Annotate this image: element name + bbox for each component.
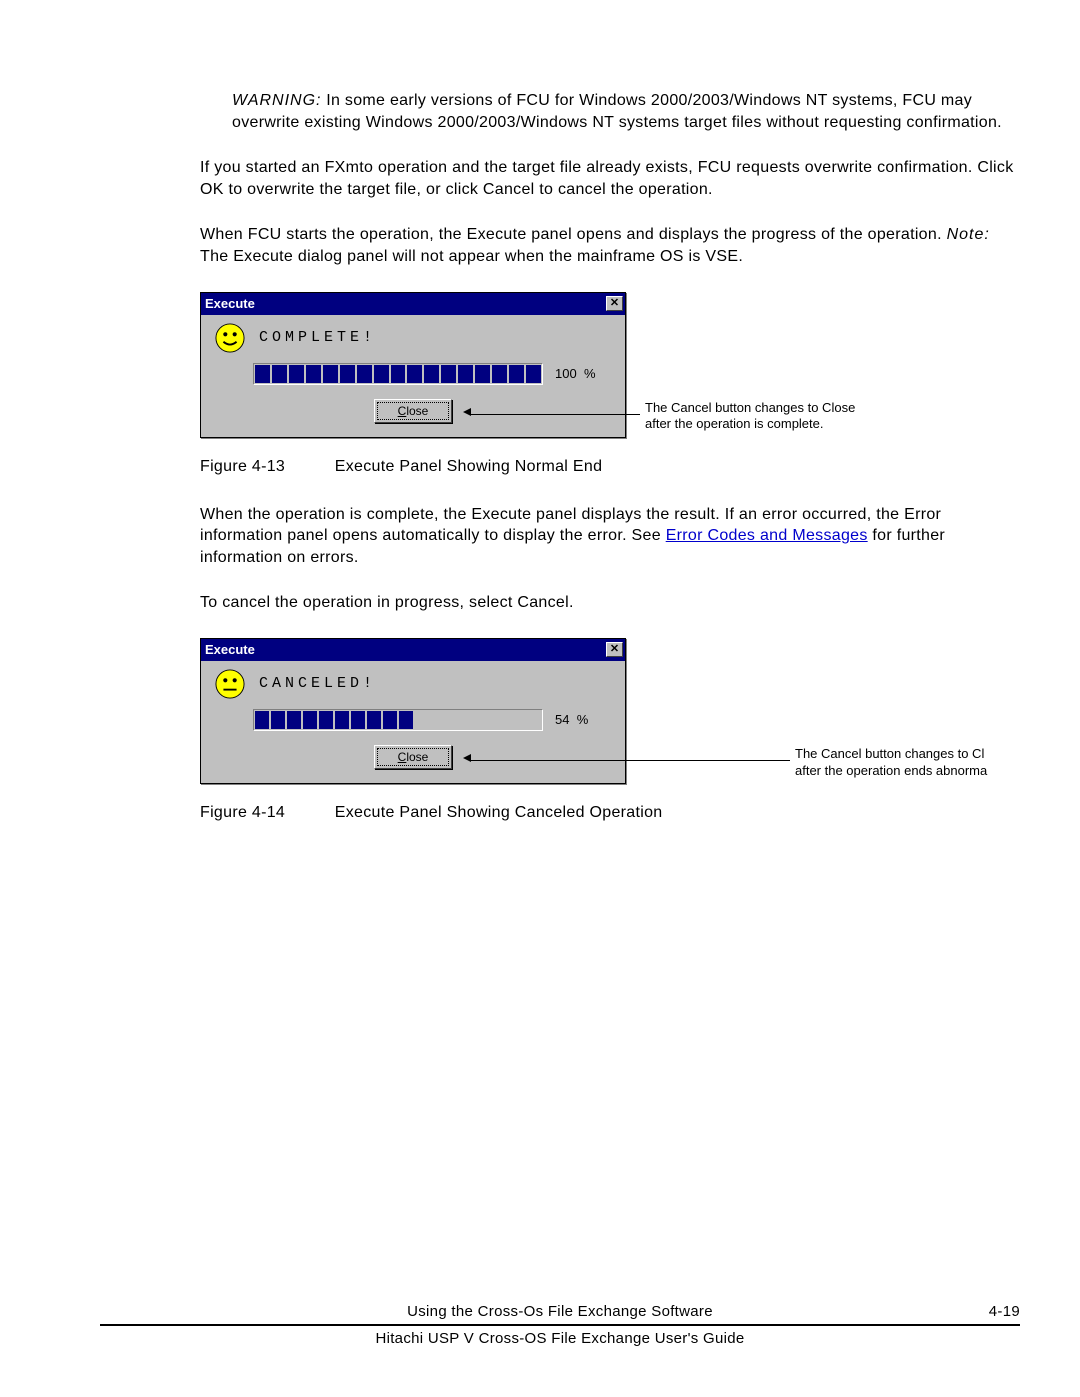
warning-paragraph: WARNING: In some early versions of FCU f… xyxy=(232,90,1020,133)
figure-2-caption: Figure 4-14 Execute Panel Showing Cancel… xyxy=(200,804,1020,822)
warning-text: In some early versions of FCU for Window… xyxy=(232,92,1002,131)
execute-panel-canceled: Execute ✕ CANCELED! 54 % xyxy=(200,638,626,784)
paragraph-4: To cancel the operation in progress, sel… xyxy=(200,592,1020,614)
paragraph-2b: The Execute dialog panel will not appear… xyxy=(200,248,743,265)
callout-line xyxy=(470,414,640,415)
callout-text: The Cancel button changes to Close after… xyxy=(645,400,855,434)
status-text: COMPLETE! xyxy=(259,329,376,346)
close-button[interactable]: Close xyxy=(374,399,452,423)
figure-2-wrap: Execute ✕ CANCELED! 54 % xyxy=(200,638,1020,784)
progress-bar xyxy=(253,709,543,731)
figure-2-number: Figure 4-14 xyxy=(200,804,330,822)
close-button-label: Close xyxy=(398,404,429,418)
footer-section-title: Using the Cross-Os File Exchange Softwar… xyxy=(180,1303,940,1320)
progress-percent: 100 % xyxy=(555,366,596,381)
error-codes-link[interactable]: Error Codes and Messages xyxy=(666,527,868,544)
figure-2-title: Execute Panel Showing Canceled Operation xyxy=(335,804,663,821)
smiley-icon xyxy=(215,323,245,353)
close-button-label: Close xyxy=(398,750,429,764)
page-footer: Using the Cross-Os File Exchange Softwar… xyxy=(100,1303,1020,1347)
note-label: Note: xyxy=(947,226,990,243)
paragraph-2: When FCU starts the operation, the Execu… xyxy=(200,224,1020,267)
progress-percent: 54 % xyxy=(555,712,588,727)
figure-1-number: Figure 4-13 xyxy=(200,458,330,476)
panel-body: COMPLETE! 100 % Close xyxy=(201,315,625,437)
figure-1-wrap: Execute ✕ COMPLETE! 100 % xyxy=(200,292,1020,438)
window-title: Execute xyxy=(205,296,255,311)
footer-guide-title: Hitachi USP V Cross-OS File Exchange Use… xyxy=(100,1326,1020,1347)
execute-panel-complete: Execute ✕ COMPLETE! 100 % xyxy=(200,292,626,438)
progress-bar xyxy=(253,363,543,385)
callout-line xyxy=(470,760,790,761)
warning-label: WARNING: xyxy=(232,92,321,109)
neutral-face-icon xyxy=(215,669,245,699)
close-icon[interactable]: ✕ xyxy=(606,296,623,311)
status-text: CANCELED! xyxy=(259,675,376,692)
paragraph-2a: When FCU starts the operation, the Execu… xyxy=(200,226,947,243)
titlebar: Execute ✕ xyxy=(201,639,625,661)
paragraph-3: When the operation is complete, the Exec… xyxy=(200,504,1020,569)
close-button[interactable]: Close xyxy=(374,745,452,769)
window-title: Execute xyxy=(205,642,255,657)
page-number: 4-19 xyxy=(940,1303,1020,1320)
panel-body: CANCELED! 54 % Close xyxy=(201,661,625,783)
figure-1-caption: Figure 4-13 Execute Panel Showing Normal… xyxy=(200,458,1020,476)
titlebar: Execute ✕ xyxy=(201,293,625,315)
figure-1-title: Execute Panel Showing Normal End xyxy=(335,458,603,475)
paragraph-1: If you started an FXmto operation and th… xyxy=(200,157,1020,200)
close-icon[interactable]: ✕ xyxy=(606,642,623,657)
callout-text: The Cancel button changes to Cl after th… xyxy=(795,746,987,780)
